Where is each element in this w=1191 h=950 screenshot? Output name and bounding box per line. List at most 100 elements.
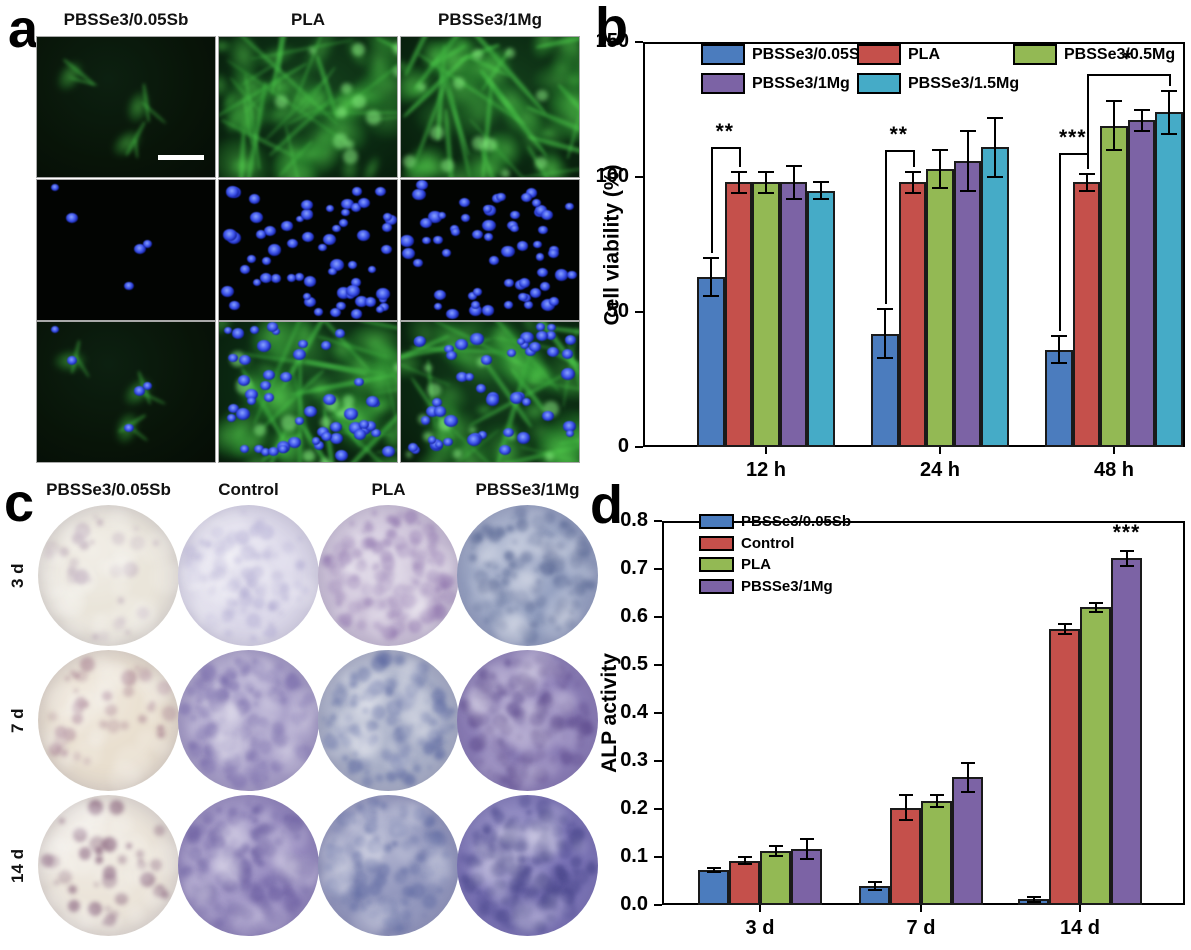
stain-speck — [394, 765, 407, 779]
cell-nucleus — [323, 233, 336, 245]
cell-nucleus — [293, 348, 307, 360]
cell-nucleus — [496, 192, 507, 202]
stain-speck — [481, 849, 486, 854]
stain-speck — [511, 690, 526, 705]
stain-speck — [285, 827, 298, 841]
light-patch — [60, 748, 76, 763]
stain-speck — [246, 594, 255, 603]
significance-stars: * — [1123, 47, 1133, 71]
stain-speck — [552, 663, 567, 678]
stain-speck — [500, 589, 516, 605]
stain-speck — [246, 802, 250, 806]
error-cap-top — [706, 867, 721, 870]
stain-speck — [488, 701, 502, 715]
stain-speck — [385, 755, 392, 762]
light-patch — [232, 653, 250, 671]
stain-speck — [272, 842, 277, 847]
bright-spot — [366, 109, 382, 125]
stain-speck — [485, 724, 496, 735]
stain-speck — [233, 555, 243, 565]
cell-nucleus — [483, 233, 493, 242]
stain-speck — [367, 797, 380, 809]
stain-speck — [489, 608, 505, 624]
stain-speck — [560, 838, 570, 849]
stain-speck — [237, 592, 253, 607]
stain-speck — [429, 683, 433, 687]
stain-speck — [224, 530, 239, 545]
light-patch — [505, 574, 541, 610]
stain-speck — [526, 809, 532, 815]
error-bar — [712, 868, 715, 872]
stain-speck — [209, 697, 225, 714]
light-patch — [145, 710, 160, 725]
light-patch — [340, 568, 376, 604]
stain-speck — [346, 809, 356, 819]
stain-speck — [535, 749, 546, 760]
bar-PBSSe3/1.5Mg — [981, 147, 1009, 447]
light-patch — [491, 885, 512, 907]
bright-spot — [545, 451, 555, 461]
stain-speck — [323, 553, 340, 570]
cell-nucleus — [223, 229, 237, 241]
stain-speck — [123, 685, 135, 697]
stain-speck — [534, 875, 546, 886]
light-patch — [420, 546, 445, 570]
cell-nucleus — [499, 445, 512, 456]
error-cap-top — [877, 308, 893, 311]
stain-speck — [365, 720, 378, 733]
stain-speck — [422, 913, 427, 918]
stain-speck — [252, 807, 260, 815]
stain-speck — [589, 861, 595, 867]
stain-speck — [414, 852, 424, 863]
stain-speck — [415, 672, 429, 686]
stain-speck — [117, 597, 125, 605]
cell-nucleus — [522, 397, 532, 406]
stain-speck — [303, 692, 315, 705]
stain-speck — [224, 667, 238, 681]
stain-speck — [93, 882, 99, 888]
error-cap-bottom — [877, 356, 893, 359]
cell-nucleus — [432, 398, 443, 407]
light-patch — [195, 548, 213, 565]
stain-speck — [250, 828, 262, 841]
stain-speck — [421, 587, 429, 596]
light-patch — [511, 760, 540, 789]
legend-label-PBSSe3/0.05Sb: PBSSe3/0.05Sb — [741, 513, 852, 530]
light-patch — [390, 585, 425, 621]
stain-speck — [98, 720, 108, 730]
stain-speck — [213, 901, 222, 911]
bar-PBSSe3/0.5Mg — [926, 168, 954, 447]
light-patch — [192, 591, 225, 625]
cell-nucleus — [228, 403, 239, 413]
stain-speck — [338, 571, 353, 586]
stain-speck — [371, 816, 378, 823]
light-patch — [285, 855, 319, 892]
cell-nucleus — [503, 301, 513, 309]
stain-speck — [66, 566, 77, 577]
panel-a-col-label-1: PBSSe3/0.05Sb — [63, 10, 189, 29]
stain-speck — [88, 835, 105, 852]
stain-speck — [561, 872, 565, 876]
stain-speck — [137, 858, 144, 865]
stain-speck — [101, 921, 106, 925]
stain-speck — [388, 629, 396, 638]
stain-speck — [216, 905, 226, 916]
stain-speck — [333, 890, 340, 897]
stain-speck — [516, 755, 525, 765]
cell-nucleus — [336, 301, 346, 310]
stain-speck — [406, 693, 414, 701]
cell-nucleus — [329, 421, 343, 433]
stain-speck — [413, 565, 425, 577]
stain-speck — [399, 804, 408, 813]
cell-nucleus — [375, 305, 385, 313]
stain-speck — [226, 861, 239, 873]
light-patch — [537, 908, 557, 928]
stain-speck — [536, 540, 544, 548]
cell-nucleus — [328, 267, 338, 276]
light-patch — [572, 838, 588, 854]
light-patch — [499, 820, 523, 844]
stain-speck — [226, 774, 233, 781]
light-patch — [333, 713, 370, 750]
stain-speck — [184, 544, 197, 558]
stain-speck — [478, 669, 491, 681]
